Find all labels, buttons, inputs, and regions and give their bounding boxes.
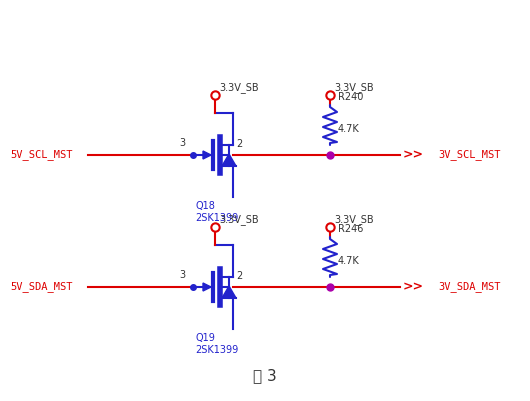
Polygon shape	[222, 286, 236, 298]
Text: 5V_SCL_MST: 5V_SCL_MST	[10, 150, 73, 160]
Text: 3: 3	[179, 270, 185, 280]
Polygon shape	[203, 151, 211, 159]
Text: 4.7K: 4.7K	[338, 124, 360, 134]
Text: 2SK1399: 2SK1399	[195, 345, 238, 355]
Text: 3V_SDA_MST: 3V_SDA_MST	[438, 282, 500, 292]
Text: R240: R240	[338, 92, 364, 102]
Text: 3.3V_SB: 3.3V_SB	[334, 214, 374, 225]
Text: 3: 3	[179, 138, 185, 148]
Text: 3.3V_SB: 3.3V_SB	[219, 214, 259, 225]
Text: >>: >>	[403, 281, 424, 294]
Text: 2: 2	[236, 139, 242, 149]
Text: Q19: Q19	[195, 333, 215, 343]
Text: 4.7K: 4.7K	[338, 256, 360, 266]
Text: Q18: Q18	[195, 201, 215, 211]
Polygon shape	[203, 283, 211, 291]
Text: 5V_SDA_MST: 5V_SDA_MST	[10, 282, 73, 292]
Polygon shape	[222, 154, 236, 166]
Text: >>: >>	[403, 148, 424, 162]
Text: R246: R246	[338, 224, 364, 234]
Text: 图 3: 图 3	[253, 368, 277, 383]
Text: 3.3V_SB: 3.3V_SB	[219, 82, 259, 93]
Text: 3.3V_SB: 3.3V_SB	[334, 82, 374, 93]
Text: 2: 2	[236, 271, 242, 281]
Text: 3V_SCL_MST: 3V_SCL_MST	[438, 150, 500, 160]
Text: 2SK1399: 2SK1399	[195, 213, 238, 223]
